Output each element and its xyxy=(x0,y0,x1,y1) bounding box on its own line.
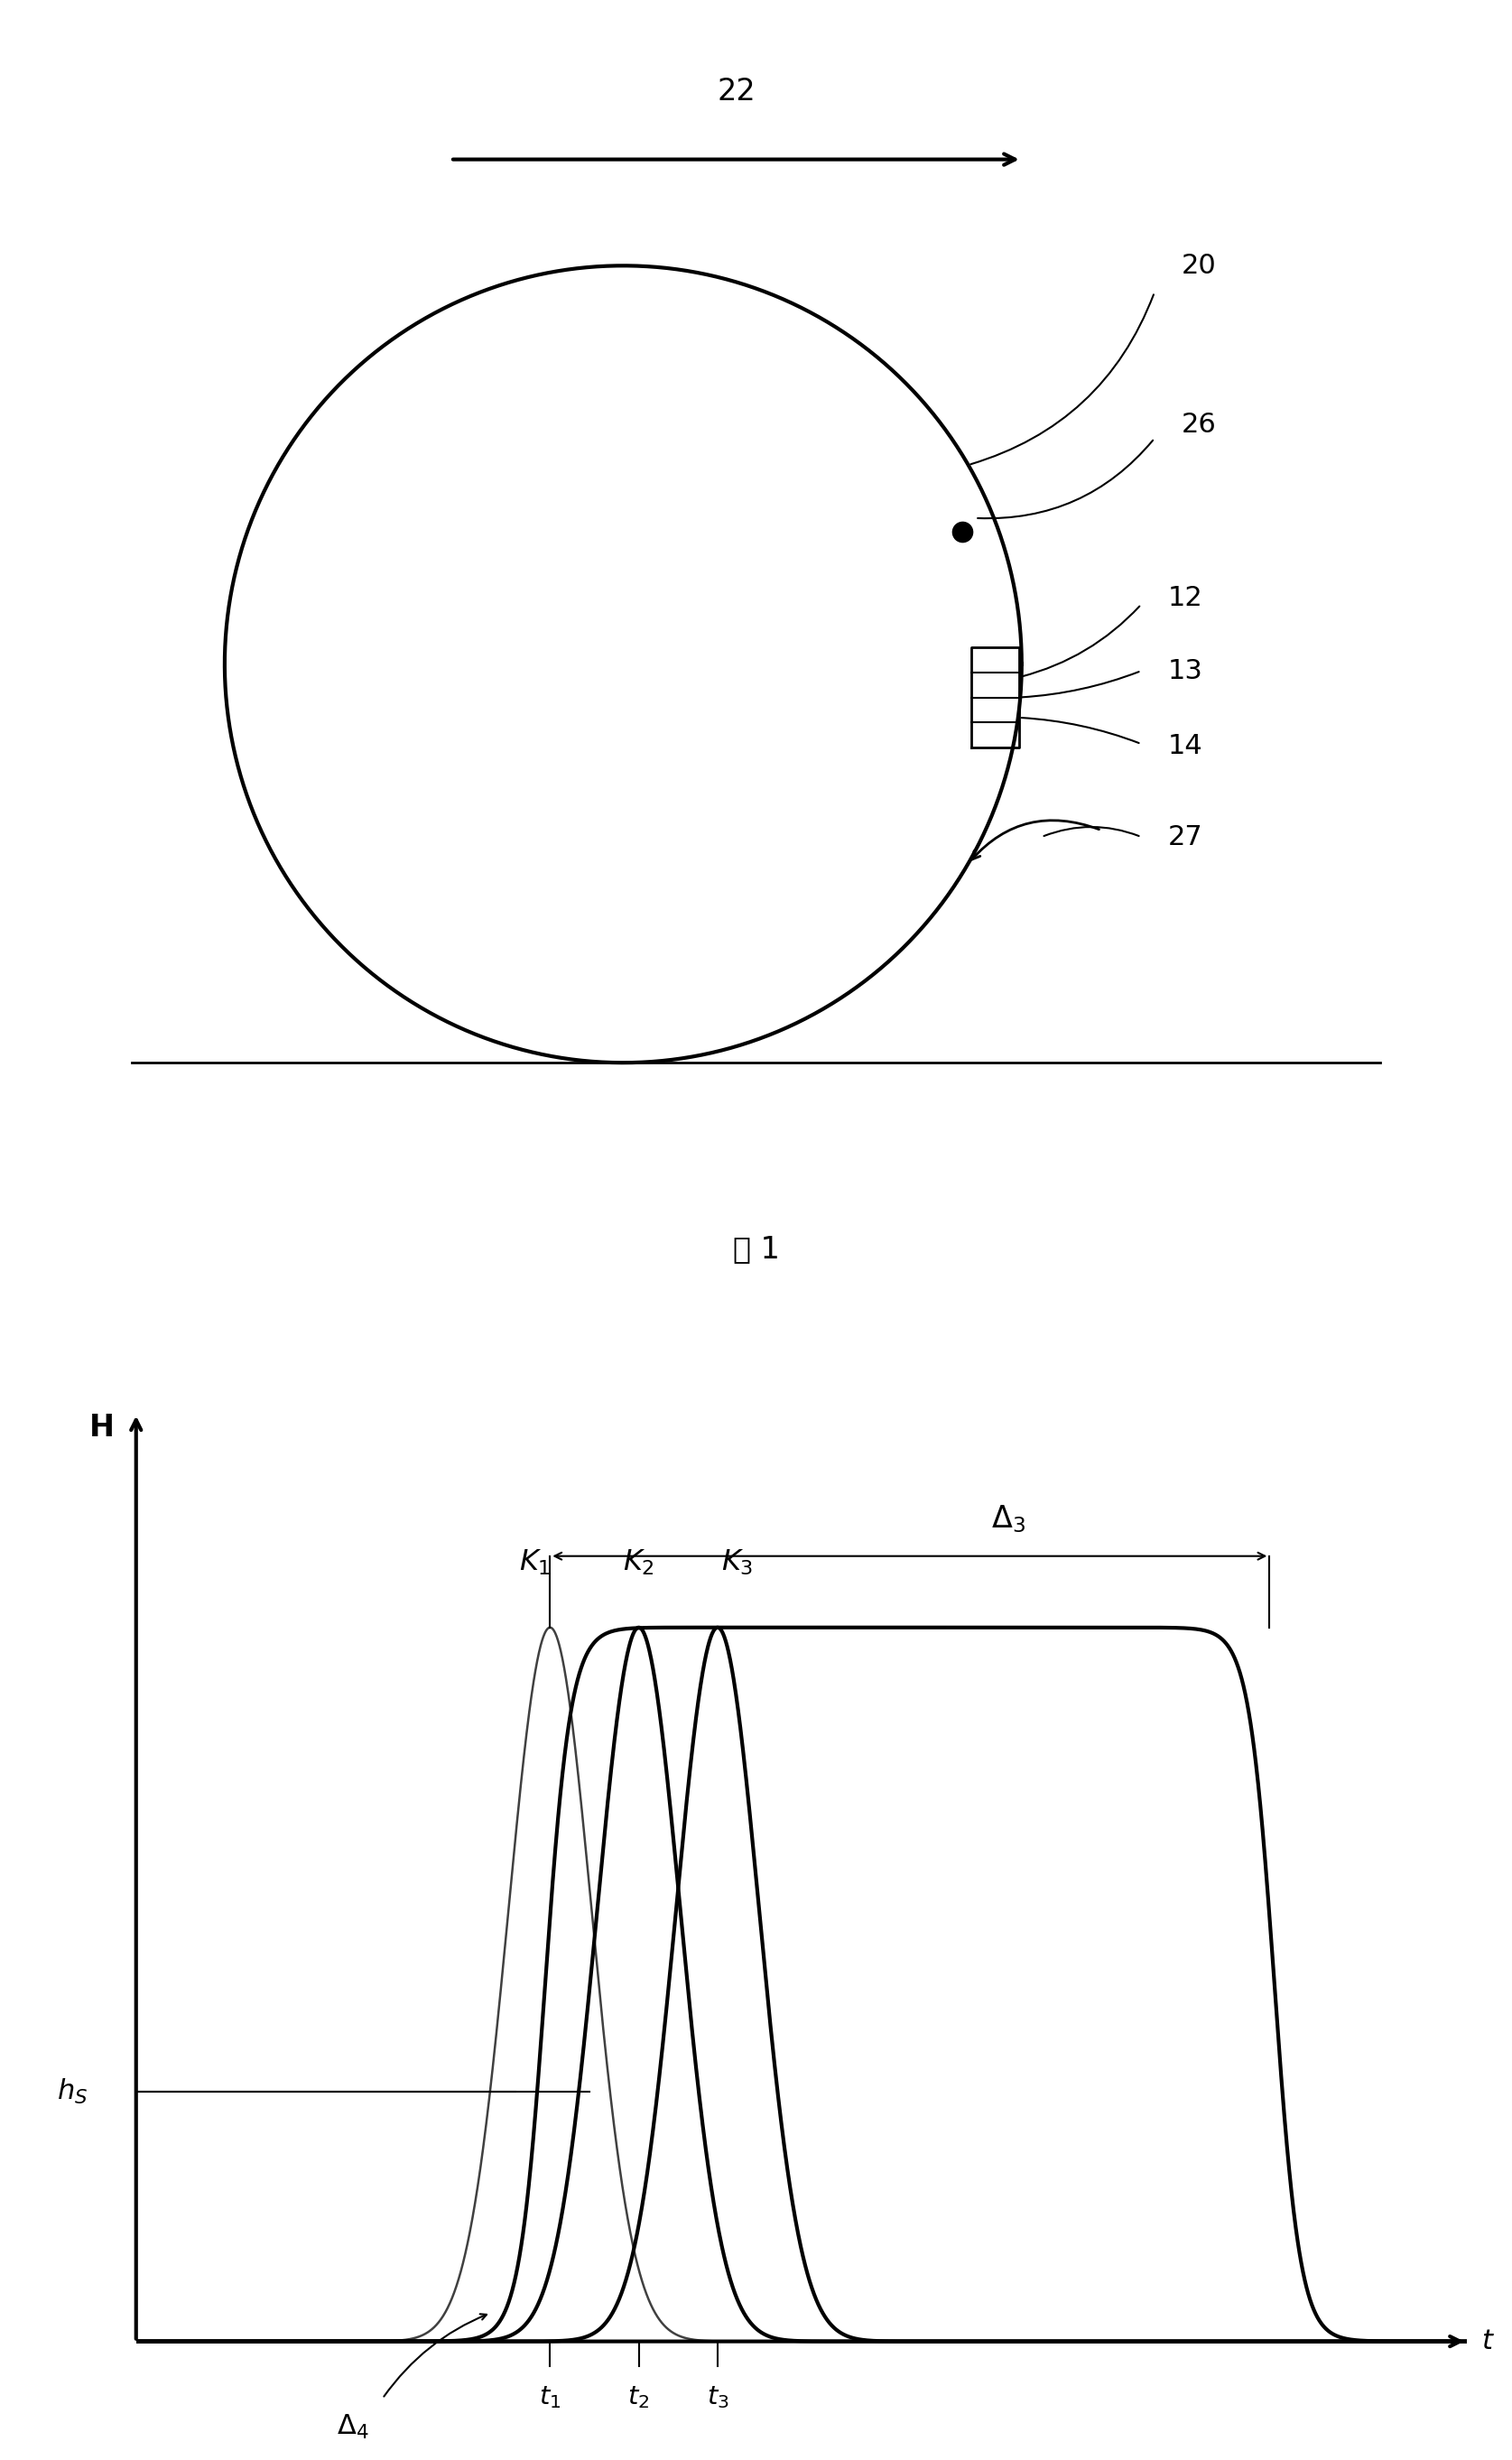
Text: $\Delta_4$: $\Delta_4$ xyxy=(337,2413,369,2440)
Text: t: t xyxy=(1482,2327,1492,2354)
Text: $t_2$: $t_2$ xyxy=(627,2384,650,2411)
Text: 22: 22 xyxy=(717,76,756,106)
Text: $\Delta_3$: $\Delta_3$ xyxy=(992,1503,1025,1535)
Text: 26: 26 xyxy=(1181,411,1216,438)
Text: $t_1$: $t_1$ xyxy=(538,2384,561,2411)
Text: 12: 12 xyxy=(1167,585,1202,610)
Text: $K_1$: $K_1$ xyxy=(520,1547,550,1577)
Text: $h_S$: $h_S$ xyxy=(56,2076,88,2106)
Text: $K_3$: $K_3$ xyxy=(721,1547,753,1577)
Text: 14: 14 xyxy=(1167,733,1202,760)
Text: 27: 27 xyxy=(1167,824,1202,851)
Text: 13: 13 xyxy=(1167,657,1204,684)
Text: 图 1: 图 1 xyxy=(733,1235,779,1264)
Text: $t_3$: $t_3$ xyxy=(706,2384,729,2411)
Text: $K_2$: $K_2$ xyxy=(623,1547,655,1577)
Text: 20: 20 xyxy=(1181,253,1216,278)
Text: H: H xyxy=(89,1412,115,1442)
